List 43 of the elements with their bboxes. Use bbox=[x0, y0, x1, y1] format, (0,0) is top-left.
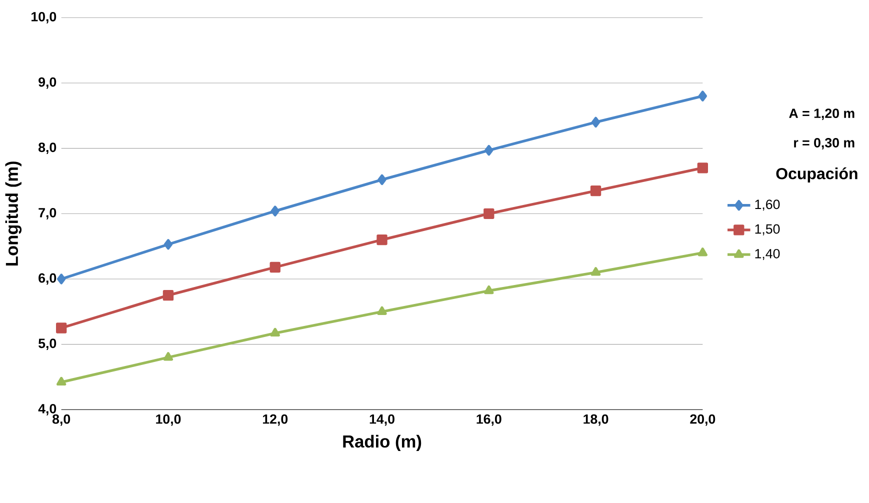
point bbox=[698, 90, 707, 102]
x-tick-label: 8,0 bbox=[52, 414, 70, 426]
legend-label: 1,60 bbox=[755, 200, 780, 211]
y-tick-label: 9,0 bbox=[38, 77, 56, 89]
y-tick-label: 8,0 bbox=[38, 142, 56, 154]
y-tick-label: 7,0 bbox=[38, 208, 56, 220]
legend-title: Ocupación bbox=[776, 167, 858, 182]
point bbox=[56, 376, 66, 386]
x-tick-label: 12,0 bbox=[262, 414, 288, 426]
point bbox=[163, 352, 174, 361]
legend-label: 1,50 bbox=[755, 224, 780, 236]
point bbox=[162, 290, 174, 301]
legend-label: 1,40 bbox=[755, 248, 780, 260]
y-tick-label: 6,0 bbox=[38, 273, 56, 285]
x-tick-label: 18,0 bbox=[584, 414, 608, 426]
point bbox=[57, 274, 66, 284]
point bbox=[698, 248, 708, 256]
point bbox=[697, 162, 708, 174]
text: r = 0,30 m bbox=[794, 138, 854, 150]
point bbox=[270, 262, 280, 273]
x-axis-title: Radio (m) bbox=[343, 434, 422, 452]
point bbox=[590, 185, 602, 196]
point bbox=[376, 234, 388, 246]
y-axis-title: Longitud (m) bbox=[5, 162, 22, 266]
point bbox=[270, 328, 280, 337]
point bbox=[270, 206, 280, 216]
y-tick-label: 10,0 bbox=[32, 12, 56, 24]
x-tick-label: 16,0 bbox=[476, 414, 502, 426]
point bbox=[56, 322, 67, 334]
point bbox=[484, 285, 494, 294]
point bbox=[377, 306, 387, 315]
point bbox=[164, 239, 173, 250]
point bbox=[484, 144, 494, 156]
y-tick-label: 5,0 bbox=[38, 338, 56, 350]
point bbox=[591, 116, 600, 128]
x-tick-label: 14,0 bbox=[370, 414, 394, 426]
point bbox=[484, 208, 494, 219]
x-tick-label: 20,0 bbox=[690, 414, 716, 426]
point bbox=[590, 267, 601, 276]
y-tick-label: 4,0 bbox=[38, 404, 56, 416]
x-tick-label: 10,0 bbox=[156, 414, 181, 426]
point bbox=[378, 174, 386, 186]
text: A = 1,20 m bbox=[789, 108, 854, 120]
